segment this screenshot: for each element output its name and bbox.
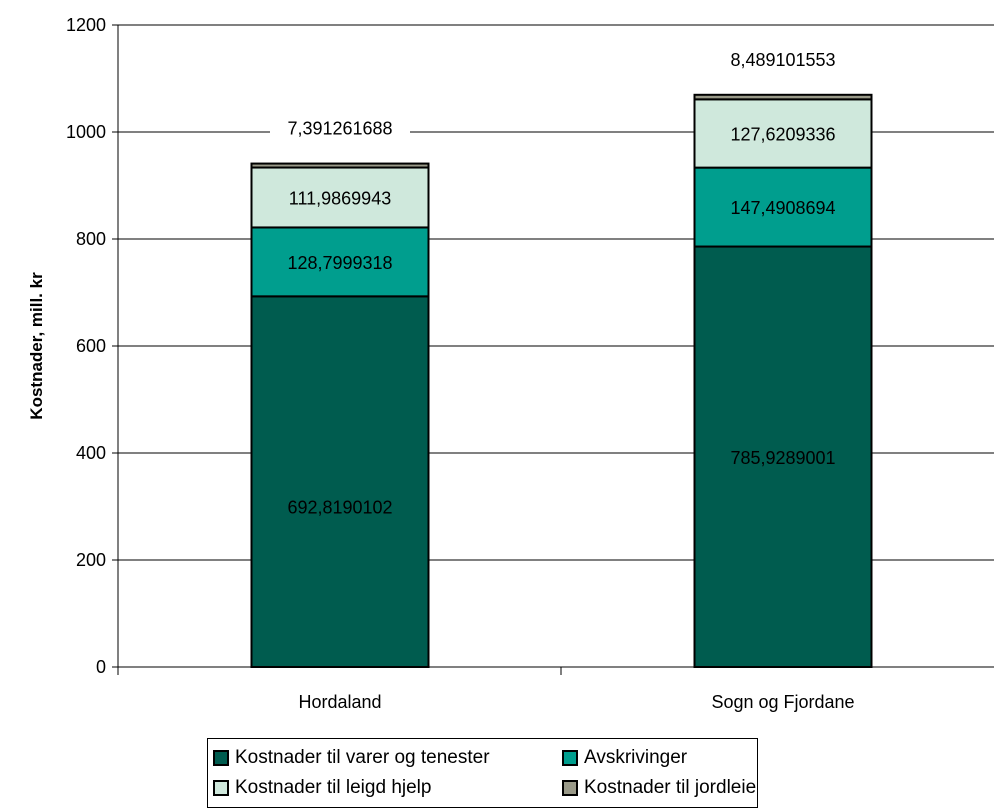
legend-item-avskrivinger: Avskrivinger xyxy=(562,747,687,769)
data-label-bg-2-4 xyxy=(713,46,853,73)
legend-label-leigd-hjelp: Kostnader til leigd hjelp xyxy=(235,777,432,798)
legend-label-avskrivinger: Avskrivinger xyxy=(584,747,688,768)
y-axis-title: Kostnader, mill. kr xyxy=(27,272,46,420)
bar-2-segment-2 xyxy=(693,166,873,248)
legend-item-leigd-hjelp: Kostnader til leigd hjelp xyxy=(213,777,431,799)
legend-label-jordleie: Kostnader til jordleie xyxy=(584,777,757,798)
y-tick-label-200: 200 xyxy=(76,550,106,570)
data-label-1-2: 128,7999318 xyxy=(287,253,392,273)
data-label-1-4: 7,391261688 xyxy=(287,119,392,139)
data-label-1-3: 111,9869943 xyxy=(289,188,391,208)
data-label-1-1: 692,8190102 xyxy=(287,498,392,518)
legend-item-varer: Kostnader til varer og tenester xyxy=(213,747,490,769)
x-category-label-1: Hordaland xyxy=(298,692,381,712)
bar-1-segment-3 xyxy=(250,166,430,229)
bar-2-segment-4 xyxy=(693,93,873,101)
data-label-2-3: 127,6209336 xyxy=(730,124,835,144)
legend-swatch-jordleie xyxy=(562,780,578,796)
legend-swatch-varer xyxy=(213,750,229,766)
data-label-2-1: 785,9289001 xyxy=(730,448,835,468)
y-tick-label-400: 400 xyxy=(76,443,106,463)
bar-1-segment-1 xyxy=(250,295,430,668)
data-label-2-4: 8,489101553 xyxy=(730,50,835,70)
legend-label-varer: Kostnader til varer og tenester xyxy=(235,747,490,768)
y-tick-label-800: 800 xyxy=(76,229,106,249)
x-category-label-2: Sogn og Fjordane xyxy=(711,692,854,712)
bar-2-segment-3 xyxy=(693,98,873,169)
bar-1-segment-4 xyxy=(250,162,430,169)
legend-item-jordleie: Kostnader til jordleie xyxy=(562,777,756,799)
legend-swatch-leigd-hjelp xyxy=(213,780,229,796)
legend: Kostnader til varer og tenester Avskrivi… xyxy=(207,738,758,808)
y-tick-label-1200: 1200 xyxy=(66,15,106,35)
data-label-bg-1-4 xyxy=(270,115,410,142)
data-label-2-2: 147,4908694 xyxy=(730,198,835,218)
legend-swatch-avskrivinger xyxy=(562,750,578,766)
y-tick-label-1000: 1000 xyxy=(66,122,106,142)
y-tick-label-0: 0 xyxy=(96,657,106,677)
bar-1-segment-2 xyxy=(250,226,430,298)
bar-2-segment-1 xyxy=(693,245,873,668)
y-tick-label-600: 600 xyxy=(76,336,106,356)
stacked-bar-chart: 0 200 400 600 800 1000 1200 Kostnader, mill. kr… xyxy=(27,15,994,712)
